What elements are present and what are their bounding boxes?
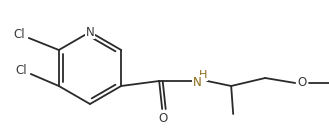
- Text: O: O: [297, 76, 307, 89]
- Text: Cl: Cl: [13, 29, 25, 41]
- Text: N: N: [193, 75, 202, 89]
- Text: Cl: Cl: [15, 64, 27, 78]
- Text: N: N: [86, 26, 94, 38]
- Text: O: O: [159, 112, 168, 124]
- Text: H: H: [199, 70, 207, 80]
